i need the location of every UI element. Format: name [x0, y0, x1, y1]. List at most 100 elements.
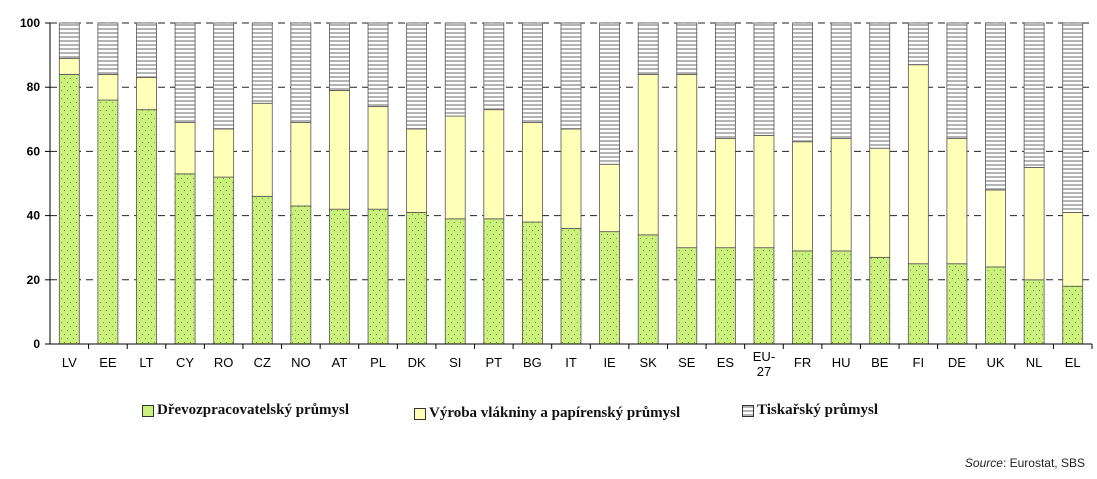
y-tick-label: 20	[27, 273, 41, 287]
x-tick-label: UK	[986, 355, 1004, 370]
x-tick-label: FI	[913, 355, 925, 370]
x-tick-label: SE	[678, 355, 696, 370]
bar-segment-1	[97, 73, 119, 101]
bar-segment-2	[136, 22, 157, 78]
x-tick-label: NO	[291, 355, 311, 370]
bar-segment-1	[985, 189, 1006, 268]
legend-swatch-striped	[742, 404, 754, 417]
bar-segment-1	[714, 138, 736, 249]
legend-item-pulp: Výroba vlákniny a papírenský průmysl	[414, 402, 694, 424]
x-tick-label: PT	[486, 355, 503, 370]
bar-segment-1	[136, 77, 157, 111]
bar-segment-2	[406, 22, 428, 130]
bar-segment-0	[714, 247, 736, 345]
bar-segment-0	[560, 228, 582, 345]
bar-segment-1	[406, 128, 428, 213]
x-tick-label: NL	[1026, 355, 1043, 370]
bar-segment-2	[174, 22, 196, 123]
bar-segment-2	[830, 22, 852, 139]
bar-segment-2	[676, 22, 698, 75]
bar-segment-0	[136, 109, 157, 345]
bar-segment-0	[985, 266, 1006, 345]
bar-segment-1	[946, 138, 968, 265]
bar-segment-1	[869, 147, 891, 258]
x-tick-label: DK	[408, 355, 426, 370]
legend-label-wood: Dřevozpracovatelský průmysl	[157, 402, 350, 418]
x-tick-label: ES	[717, 355, 735, 370]
bar-segment-2	[985, 22, 1006, 191]
x-tick-label: CY	[176, 355, 194, 370]
bar-segment-1	[367, 106, 389, 210]
legend-swatch-dotted	[142, 404, 154, 417]
bar-segment-0	[830, 250, 852, 345]
bar-segment-1	[1062, 211, 1084, 287]
y-tick-label: 0	[33, 337, 40, 351]
bar-segment-2	[58, 22, 80, 59]
x-tick-label: SK	[640, 355, 658, 370]
bar-segment-2	[1023, 22, 1045, 168]
bar-segment-2	[637, 22, 659, 75]
bar-segment-1	[560, 128, 582, 229]
bar-segment-0	[792, 250, 813, 345]
legend-label-pulp: Výroba vlákniny a papírenský průmysl	[429, 405, 681, 421]
bar-segment-1	[676, 73, 698, 249]
bar-segment-1	[174, 122, 196, 175]
bar-segment-0	[213, 176, 235, 345]
bar-segment-1	[522, 122, 543, 223]
y-tick-label: 40	[27, 209, 41, 223]
y-tick-label: 100	[20, 16, 40, 30]
bar-segment-2	[792, 22, 813, 143]
bar-segment-0	[58, 73, 80, 345]
bar-segment-0	[174, 173, 196, 345]
y-tick-label: 80	[27, 80, 41, 94]
x-tick-label: AT	[332, 355, 348, 370]
x-tick-label: PL	[370, 355, 386, 370]
x-tick-label: LT	[139, 355, 153, 370]
y-tick-label: 60	[27, 144, 41, 158]
bar-segment-2	[329, 22, 350, 91]
bar-segment-0	[946, 263, 968, 345]
bar-segment-0	[637, 234, 659, 345]
bar-segment-2	[714, 22, 736, 139]
bar-segment-1	[290, 122, 312, 207]
x-tick-label: EU-27	[753, 349, 775, 379]
x-tick-label: HU	[832, 355, 851, 370]
source-text: : Eurostat, SBS	[1002, 456, 1085, 470]
bar-segment-2	[444, 22, 466, 117]
bar-segment-0	[406, 211, 428, 345]
bar-segment-1	[637, 73, 659, 236]
x-tick-label: DE	[948, 355, 966, 370]
bar-segment-2	[869, 22, 891, 149]
bar-segment-0	[483, 218, 505, 345]
x-tick-label: FR	[794, 355, 811, 370]
bar-segment-2	[599, 22, 620, 165]
legend-item-printing: Tiskařský průmysl	[742, 402, 878, 419]
bar-segment-2	[946, 22, 968, 139]
bar-segment-2	[753, 22, 775, 136]
bar-segment-2	[367, 22, 389, 107]
bar-segment-2	[1062, 22, 1084, 213]
x-tick-label: EL	[1065, 355, 1081, 370]
bar-segment-1	[329, 90, 350, 210]
bar-segment-1	[213, 128, 235, 178]
bar-segment-1	[792, 141, 813, 252]
bar-segment-0	[753, 247, 775, 345]
y-axis-ticks: 0 20 40 60 80 100	[20, 16, 50, 351]
x-tick-label: LV	[62, 355, 77, 370]
legend-label-printing: Tiskařský průmysl	[757, 402, 879, 418]
bar-segment-0	[1062, 285, 1084, 345]
bar-segment-1	[251, 102, 273, 197]
bars	[58, 22, 1084, 345]
bar-segment-2	[213, 22, 235, 130]
bar-segment-2	[522, 22, 543, 123]
bar-segment-1	[599, 163, 620, 233]
bar-segment-0	[97, 99, 119, 345]
bar-segment-2	[483, 22, 505, 111]
x-tick-label: EE	[99, 355, 117, 370]
bar-segment-0	[907, 263, 929, 345]
x-tick-label: RO	[214, 355, 234, 370]
x-axis-ticks: LV EE LT CY RO CZ NO AT PL DK SI PT BG IT IE SK SE ES EU-2…	[62, 344, 1093, 379]
bar-segment-0	[444, 218, 466, 345]
bar-segment-1	[830, 138, 852, 252]
